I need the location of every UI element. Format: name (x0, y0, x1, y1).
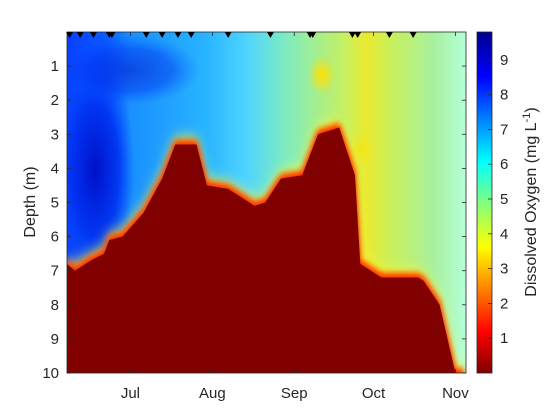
x-tick-label: Aug (199, 385, 226, 402)
colorbar-gradient (477, 32, 492, 373)
colorbar-label-superscript: -1 (521, 113, 533, 123)
colorbar-tick-label: 3 (500, 261, 508, 278)
oxygen-deep-blue-surface (67, 35, 200, 105)
colorbar-label-suffix: ) (523, 107, 540, 112)
colorbar-tick-label: 7 (500, 121, 508, 138)
sample-date-marker (89, 32, 97, 38)
x-tick-label: Oct (362, 385, 386, 402)
sample-date-marker (348, 32, 356, 38)
oxygen-yellow-spot-2 (346, 132, 374, 168)
heatmap-field (67, 32, 466, 373)
y-tick-label: 5 (51, 195, 59, 212)
sample-date-marker (309, 32, 317, 38)
sample-date-marker (66, 32, 74, 38)
x-tick-label: Nov (442, 385, 469, 402)
y-tick-label: 1 (51, 58, 59, 75)
colorbar-tick-label: 2 (500, 295, 508, 312)
sample-date-marker (108, 32, 116, 38)
sample-date-marker (224, 32, 232, 38)
sample-date-marker (266, 32, 274, 38)
sample-date-marker (174, 32, 182, 38)
y-tick-label: 9 (51, 331, 59, 348)
y-axis: 1 2 3 4 5 6 7 8 9 10 (42, 58, 466, 382)
colorbar-frame (476, 31, 493, 374)
sample-markers (66, 32, 417, 38)
oxygen-deep-blue-core (67, 60, 135, 280)
anoxic-bottom-water (67, 127, 464, 373)
sample-date-marker (385, 32, 393, 38)
colorbar-tick-label: 9 (500, 52, 508, 69)
anoxic-layers (67, 117, 464, 373)
colorbar-tick-label: 8 (500, 87, 508, 104)
y-tick-label: 4 (51, 160, 59, 177)
y-tick-label: 10 (42, 365, 59, 382)
y-tick-label: 8 (51, 297, 59, 314)
y-tick-label: 3 (51, 126, 59, 143)
sample-date-marker (409, 32, 417, 38)
y-tick-label: 6 (51, 229, 59, 246)
y-tick-label: 7 (51, 263, 59, 280)
sample-date-marker (76, 32, 84, 38)
x-tick-label: Jul (121, 385, 140, 402)
colorbar-label: Dissolved Oxygen (mg L-1) (521, 107, 540, 296)
colorbar-ticks: 1 2 3 4 5 6 7 8 9 (488, 52, 508, 347)
colorbar: 1 2 3 4 5 6 7 8 9 Dissolved Oxygen (mg L-1) (476, 31, 540, 374)
sample-date-marker (187, 32, 195, 38)
sample-date-marker (158, 32, 166, 38)
oxygen-yellow-spot (308, 55, 336, 95)
y-axis-label: Depth (m) (22, 166, 39, 237)
sample-date-marker (142, 32, 150, 38)
x-axis: Jul Aug Sep Oct Nov (121, 32, 469, 402)
colorbar-tick-label: 5 (500, 191, 508, 208)
y-tick-label: 2 (51, 92, 59, 109)
colorbar-tick-label: 1 (500, 330, 508, 347)
colorbar-tick-label: 4 (500, 226, 508, 243)
sample-date-marker (354, 32, 362, 38)
x-tick-label: Sep (281, 385, 308, 402)
colorbar-tick-label: 6 (500, 156, 508, 173)
